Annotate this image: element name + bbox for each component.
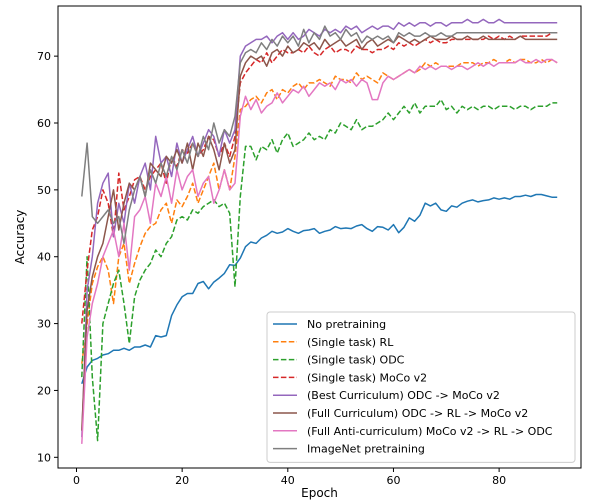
y-tick-label: 60 (37, 117, 51, 130)
legend-entry-7: (Full Anti-curriculum) MoCo v2 -> RL -> … (307, 425, 553, 438)
y-tick-label: 20 (37, 384, 51, 397)
legend-box (266, 311, 576, 463)
series-line-7 (81, 58, 558, 444)
x-tick-label: 80 (492, 474, 506, 487)
ticks-layer: 0 20 40 60 80 10 20 30 40 50 60 70 (37, 50, 506, 487)
x-tick-label: 0 (73, 474, 80, 487)
legend-entry-4: (Single task) MoCo v2 (307, 371, 427, 384)
x-tick-label: 40 (281, 474, 295, 487)
x-tick-label: 20 (175, 474, 189, 487)
legend-entry-8: ImageNet pretraining (307, 443, 425, 456)
y-tick-label: 70 (37, 50, 51, 63)
series-line-1 (81, 193, 558, 385)
x-axis-label: Epoch (301, 486, 338, 500)
legend-entry-6: (Full Curriculum) ODC -> RL -> MoCo v2 (307, 407, 528, 420)
series-line-2 (81, 58, 558, 364)
legend: No pretraining (Single task) RL (Single ta… (266, 311, 576, 463)
y-tick-label: 50 (37, 184, 51, 197)
x-tick-label: 60 (386, 474, 400, 487)
plot-frame (57, 5, 582, 469)
legend-entry-3: (Single task) ODC (307, 354, 405, 367)
y-axis-label: Accuracy (13, 210, 27, 265)
y-tick-label: 30 (37, 318, 51, 331)
legend-entry-5: (Best Curriculum) ODC -> MoCo v2 (307, 389, 500, 402)
series-layer (81, 18, 558, 444)
series-line-3 (81, 98, 558, 442)
series-line-6 (81, 35, 558, 431)
series-line-8 (81, 25, 558, 245)
y-tick-label: 10 (37, 451, 51, 464)
legend-entry-1: No pretraining (307, 318, 386, 331)
legend-entry-2: (Single task) RL (307, 336, 394, 349)
y-tick-label: 40 (37, 251, 51, 264)
